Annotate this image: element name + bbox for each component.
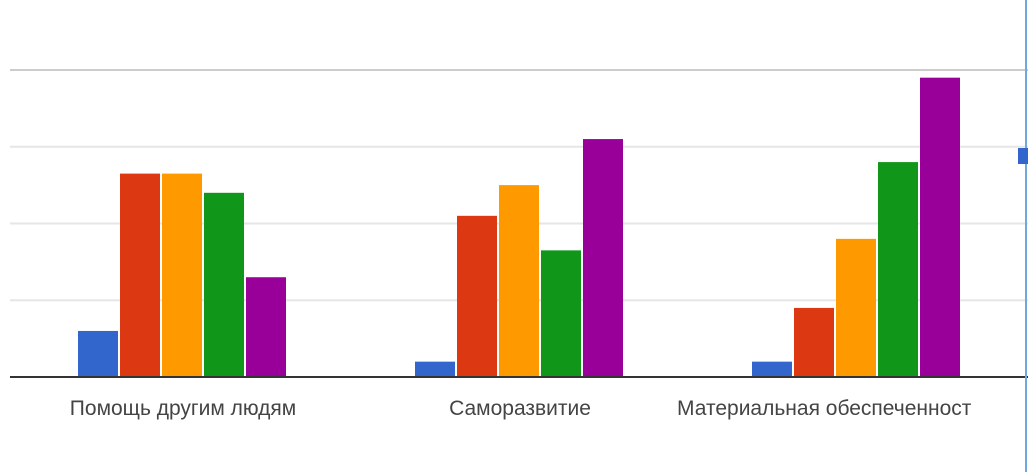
bar — [583, 139, 623, 377]
legend-swatch — [1018, 148, 1028, 164]
bars — [78, 77, 960, 378]
bar — [541, 250, 581, 377]
bar — [794, 307, 834, 377]
bar — [415, 361, 455, 377]
bar — [246, 277, 286, 377]
bar — [836, 238, 876, 377]
bar — [752, 361, 792, 377]
category-label: Помощь другим людям — [70, 397, 296, 420]
category-labels: Помощь другим людям Саморазвитие Материа… — [70, 397, 972, 420]
category-label: Материальная обеспеченност — [677, 397, 972, 420]
bar — [457, 215, 497, 377]
category-label: Саморазвитие — [449, 397, 591, 420]
bar — [878, 162, 918, 377]
bar — [204, 192, 244, 377]
bar — [920, 77, 960, 378]
bar — [78, 330, 118, 377]
bar — [499, 185, 539, 377]
bar — [120, 173, 160, 377]
legend-area — [1018, 0, 1028, 472]
bar — [162, 173, 202, 377]
